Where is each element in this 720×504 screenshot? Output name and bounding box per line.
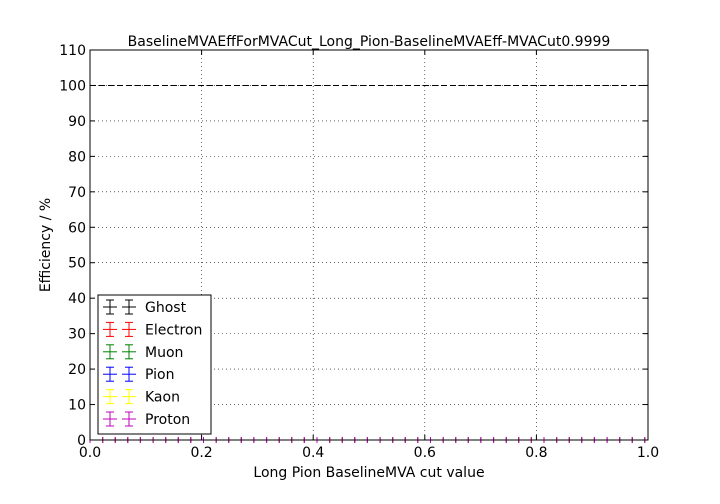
y-tick-label: 110 — [59, 43, 86, 59]
y-axis-label: Efficiency / % — [38, 198, 54, 292]
legend-label: Pion — [145, 367, 174, 383]
legend-label: Proton — [145, 412, 190, 428]
y-tick-label: 60 — [68, 220, 86, 236]
y-tick-label: 10 — [68, 398, 86, 414]
legend-item-kaon: Kaon — [103, 389, 180, 406]
legend-item-proton: Proton — [103, 411, 190, 428]
chart-title: BaselineMVAEffForMVACut_Long_Pion-Baseli… — [128, 34, 611, 50]
legend-label: Kaon — [145, 390, 180, 406]
legend-label: Electron — [145, 322, 202, 338]
x-tick-label: 0.8 — [525, 445, 547, 461]
y-tick-label: 100 — [59, 78, 86, 94]
legend: Ghost Electron Muon Pion Kaon Proton — [97, 294, 212, 435]
legend-item-muon: Muon — [103, 344, 183, 361]
grid — [90, 50, 648, 440]
x-tick-label: 0.4 — [302, 445, 324, 461]
legend-item-ghost: Ghost — [103, 299, 187, 316]
plot-frame — [89, 49, 649, 441]
x-tick-label: 0.2 — [190, 445, 212, 461]
legend-label: Ghost — [145, 300, 187, 316]
y-tick-label: 40 — [68, 291, 86, 307]
legend-label: Muon — [145, 345, 183, 361]
x-tick-label: 1.0 — [637, 445, 659, 461]
x-tick-label: 0.0 — [79, 445, 101, 461]
y-tick-label: 80 — [68, 149, 86, 165]
axis-ticks: 0.0 0.2 0.4 0.6 0.8 1.0 0 10 20 30 40 50 60 70 80 90 100… — [59, 43, 659, 461]
y-tick-label: 70 — [68, 185, 86, 201]
y-tick-label: 30 — [68, 327, 86, 343]
x-tick-label: 0.6 — [414, 445, 436, 461]
legend-box — [97, 294, 212, 435]
x-axis-label: Long Pion BaselineMVA cut value — [253, 465, 484, 481]
legend-item-pion: Pion — [103, 366, 174, 383]
y-tick-label: 0 — [77, 433, 86, 449]
y-tick-label: 90 — [68, 114, 86, 130]
y-tick-label: 20 — [68, 362, 86, 378]
legend-item-electron: Electron — [103, 321, 202, 338]
y-tick-label: 50 — [68, 256, 86, 272]
